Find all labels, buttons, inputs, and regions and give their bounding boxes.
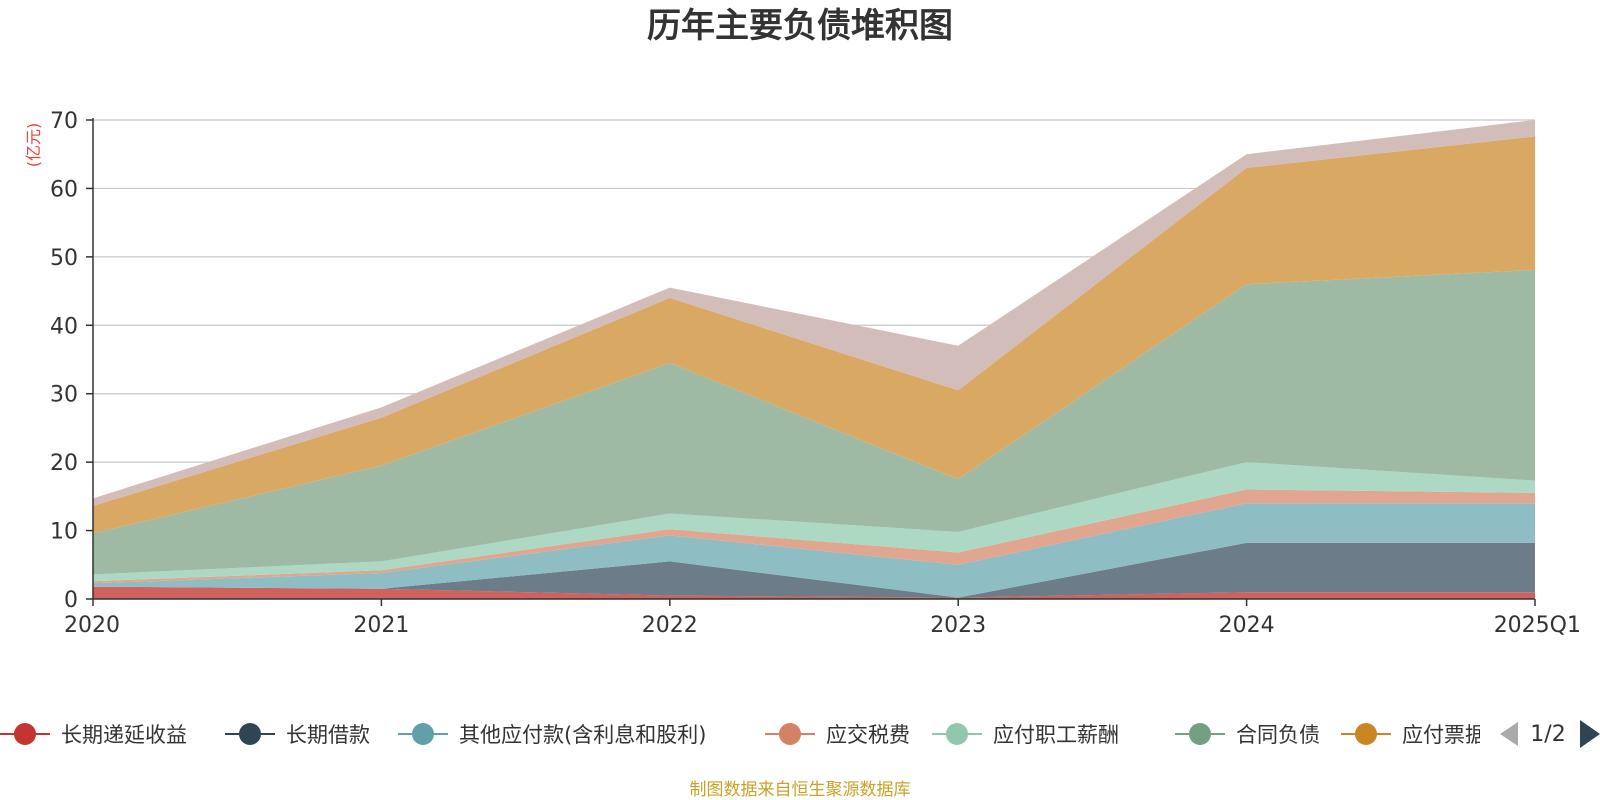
x-tick-label: 2021 [353,613,409,638]
legend-item[interactable]: 其他应付款(含利息和股利) [398,723,706,747]
legend-marker-icon [946,723,968,745]
area-series-0 [93,586,1535,599]
legend-marker-icon [412,723,434,745]
legend-marker-icon [1189,723,1211,745]
legend-label: 合同负债 [1236,723,1320,747]
area-series-3 [93,489,1535,584]
next-page-icon[interactable] [1580,720,1600,748]
legend-label: 应交税费 [826,723,910,747]
legend-marker-icon [1355,723,1377,745]
x-tick-label: 2020 [64,613,120,638]
area-series-2 [93,503,1535,598]
legend-marker-icon [14,723,36,745]
legend-label: 长期递延收益 [61,723,187,747]
y-tick-label: 70 [50,109,78,134]
legend-marker-icon [239,723,261,745]
area-series-7 [93,120,1535,506]
area-series-4 [93,462,1535,582]
legend-page-indicator: 1/2 [1530,722,1565,747]
legend: 长期递延收益 长期借款 其他应付款(含利息和股利) 应交税费 应付职工薪酬 合同负债 应付票… [0,723,1486,747]
y-tick-label: 20 [50,451,78,476]
y-tick-label: 40 [50,314,78,339]
axes: 0 10 20 30 40 50 60 70 2020 2021 2022 2023 2024 2025Q… [50,109,1581,638]
x-tick-label: 2024 [1219,613,1275,638]
prev-page-icon[interactable] [1500,722,1518,746]
legend-label: 应付票据 [1402,723,1486,747]
chart-title: 历年主要负债堆积图 [647,6,953,46]
legend-label: 长期借款 [286,723,370,747]
legend-label: 应付职工薪酬 [993,723,1119,747]
x-tick-label: 2025Q1 [1494,613,1581,638]
y-tick-label: 50 [50,246,78,271]
area-series-5 [93,269,1535,575]
x-tick-label: 2023 [930,613,986,638]
legend-item[interactable]: 应交税费 [765,723,910,747]
y-axis-unit: (亿元) [24,123,43,168]
y-tick-label: 10 [50,520,78,545]
y-tick-label: 30 [50,383,78,408]
legend-pager: 1/2 [1500,720,1600,748]
legend-item[interactable]: 合同负债 [1175,723,1320,747]
data-source-note: 制图数据来自恒生聚源数据库 [690,780,911,800]
y-tick-label: 0 [64,588,78,613]
area-series-1 [93,542,1535,598]
area-series-group [93,120,1535,599]
legend-item[interactable]: 长期递延收益 [0,723,187,747]
y-tick-label: 60 [50,177,78,202]
legend-marker-icon [779,723,801,745]
x-tick-label: 2022 [642,613,698,638]
area-series-6 [93,136,1535,534]
legend-item[interactable]: 长期借款 [225,723,370,747]
legend-label: 其他应付款(含利息和股利) [459,723,706,747]
legend-item[interactable]: 应付票据 [1341,723,1486,747]
legend-item[interactable]: 应付职工薪酬 [932,723,1119,747]
